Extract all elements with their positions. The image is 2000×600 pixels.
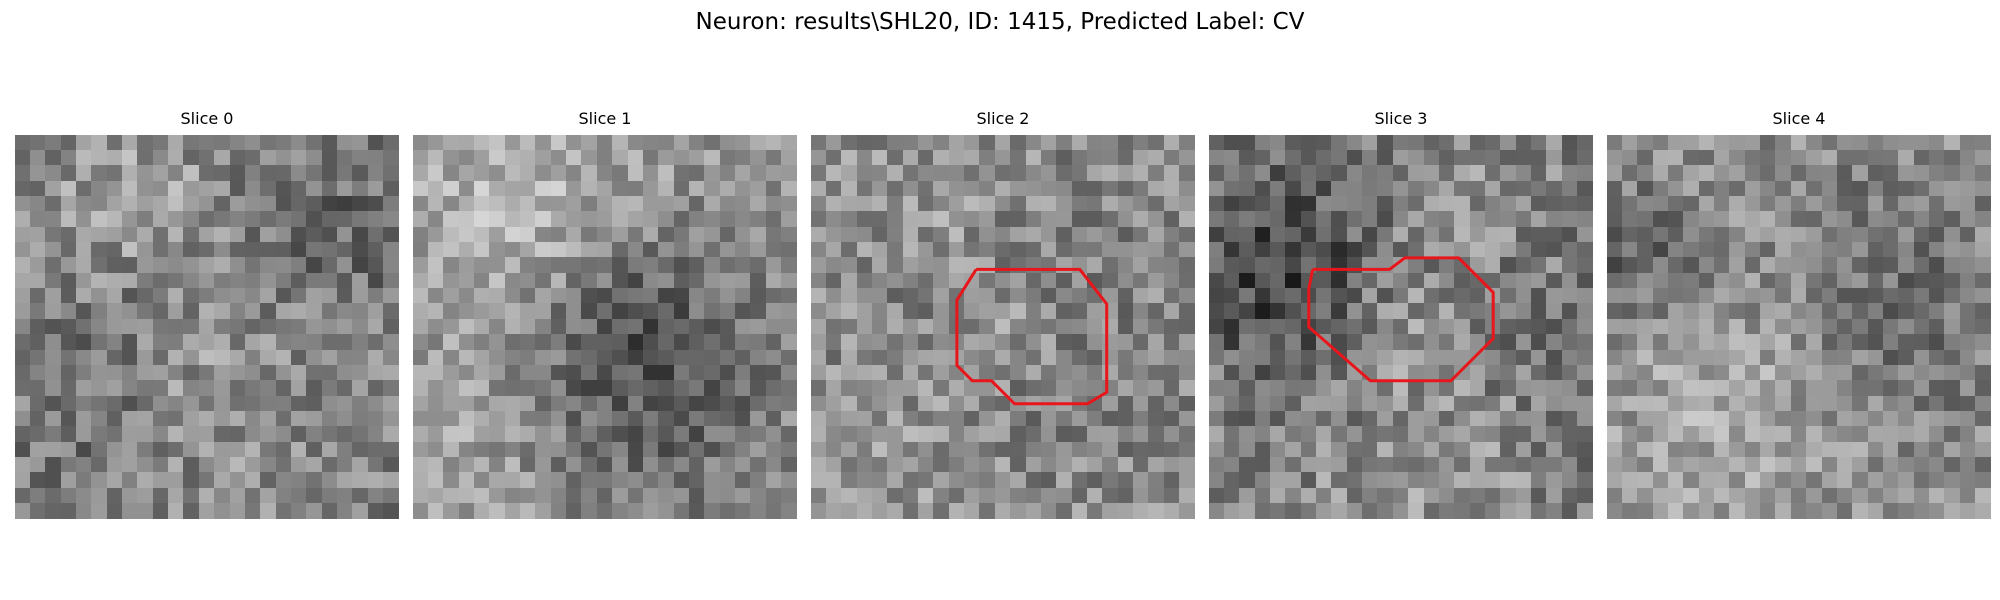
slice-image-0: [15, 135, 399, 519]
slice-image-3: [1209, 135, 1593, 519]
slice-title-4: Slice 4: [1772, 109, 1826, 128]
slice-title-2: Slice 2: [976, 109, 1030, 128]
slice-title-3: Slice 3: [1374, 109, 1428, 128]
figure-title: Neuron: results\SHL20, ID: 1415, Predict…: [695, 9, 1305, 35]
slice-title-0: Slice 0: [180, 109, 234, 128]
slice-image-2: [811, 135, 1195, 519]
slice-image-4: [1607, 135, 1991, 519]
slice-image-1: [413, 135, 797, 519]
slice-title-1: Slice 1: [578, 109, 632, 128]
